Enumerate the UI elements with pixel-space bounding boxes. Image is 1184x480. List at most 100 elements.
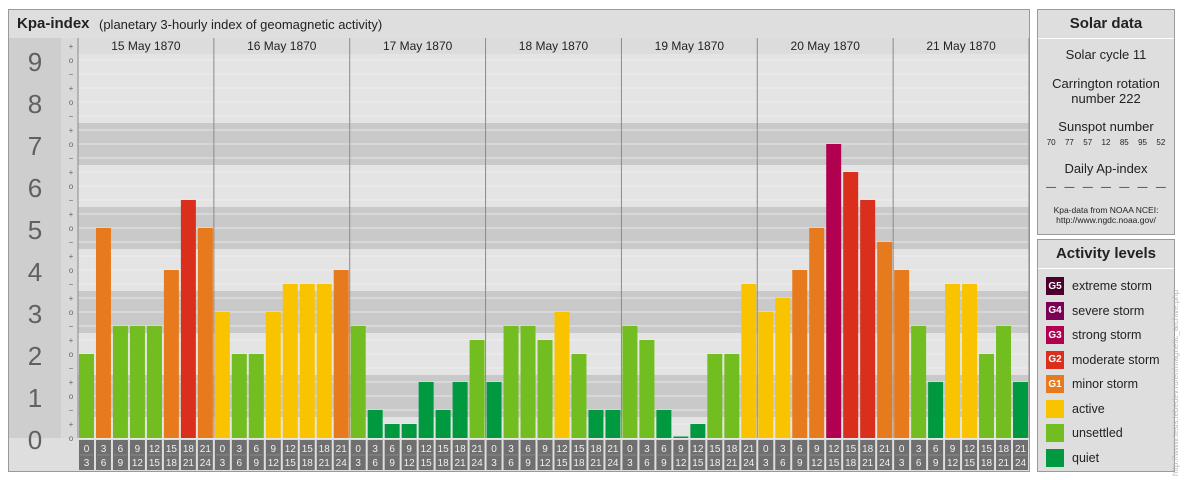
x-tick-label: 3	[101, 444, 107, 455]
x-tick-label: 21	[336, 444, 348, 455]
legend-label: strong storm	[1072, 328, 1142, 343]
x-tick-label: 9	[406, 444, 412, 455]
x-tick-label: 15	[556, 458, 568, 469]
x-tick-label: 18	[862, 444, 874, 455]
x-tick-label: 12	[421, 444, 433, 455]
x-tick-label: 3	[780, 444, 786, 455]
x-tick-label: 24	[472, 458, 484, 469]
x-tick-label: 6	[372, 458, 378, 469]
x-tick-label: 9	[525, 458, 531, 469]
kpa-bar	[197, 228, 213, 438]
sunspot-value: 52	[1156, 138, 1166, 147]
activity-levels-title: Activity levels	[1038, 240, 1174, 269]
x-tick-label: 15	[981, 444, 993, 455]
data-source: Kpa-data from NOAA NCEI: http://www.ngdc…	[1053, 205, 1159, 225]
day-label: 17 May 1870	[383, 39, 453, 53]
y-subtick-label: o	[69, 56, 74, 65]
kpa-bar	[673, 436, 689, 438]
legend-item: G5 extreme storm	[1038, 274, 1174, 299]
x-tick-label: 9	[933, 458, 939, 469]
ap-value: —	[1155, 182, 1166, 193]
x-tick-label: 18	[455, 444, 467, 455]
x-tick-label: 15	[692, 458, 704, 469]
kpa-bar	[622, 325, 638, 438]
x-tick-label: 21	[743, 444, 755, 455]
legend-item: G2 moderate storm	[1038, 348, 1174, 373]
day-label: 19 May 1870	[655, 39, 725, 53]
x-tick-label: 9	[797, 458, 803, 469]
x-tick-label: 15	[149, 458, 161, 469]
y-tick-label: 7	[28, 131, 42, 161]
x-tick-label: 21	[200, 444, 212, 455]
x-tick-label: 0	[899, 444, 905, 455]
y-subtick-label: +	[69, 378, 74, 387]
legend-item: active	[1038, 397, 1174, 422]
kpa-bar	[435, 409, 451, 438]
y-subtick-label: +	[69, 168, 74, 177]
y-tick-label: 3	[28, 299, 42, 329]
y-subtick-label: o	[69, 308, 74, 317]
kpa-bar	[452, 382, 468, 438]
kpa-bar	[333, 270, 349, 438]
kpa-bar	[537, 340, 553, 438]
day-label: 15 May 1870	[111, 39, 181, 53]
x-tick-label: 18	[709, 458, 721, 469]
x-tick-label: 21	[726, 458, 738, 469]
ap-title: Daily Ap-index	[1064, 161, 1148, 176]
y-subtick-label: +	[69, 210, 74, 219]
day-label: 16 May 1870	[247, 39, 317, 53]
y-subtick-label: −	[69, 70, 74, 79]
x-tick-label: 15	[573, 444, 585, 455]
x-tick-label: 0	[763, 444, 769, 455]
kpa-bar	[758, 312, 774, 438]
x-tick-label: 18	[590, 444, 602, 455]
kpa-bar	[112, 325, 128, 438]
kpa-bar	[911, 325, 927, 438]
kpa-bar	[724, 354, 740, 438]
ap-values: — — — — — — —	[1042, 182, 1170, 193]
chart-header: Kpa-index (planetary 3-hourly index of g…	[9, 10, 1029, 38]
x-tick-label: 12	[675, 458, 687, 469]
legend-label: extreme storm	[1072, 279, 1152, 294]
legend-swatch: G2	[1046, 350, 1064, 369]
y-tick-label: 1	[28, 383, 42, 413]
y-subtick-label: o	[69, 140, 74, 149]
y-subtick-label: +	[69, 126, 74, 135]
kpa-bar	[299, 283, 315, 438]
x-tick-label: 9	[678, 444, 684, 455]
y-tick-label: 8	[28, 89, 42, 119]
kpa-bar	[792, 270, 808, 438]
x-tick-label: 3	[237, 444, 243, 455]
x-tick-label: 18	[998, 444, 1010, 455]
ap-value: —	[1119, 182, 1130, 193]
kpa-bar-chart: 0123456789+o+o−+o−+o−+o−+o−+o−+o−+o−+o−1…	[9, 38, 1030, 470]
legend-swatch: G3	[1046, 326, 1064, 345]
legend-label: quiet	[1072, 450, 1100, 465]
kpa-bar	[809, 228, 825, 438]
kpa-bar	[588, 409, 604, 438]
sunspot-value: 85	[1119, 138, 1129, 147]
y-subtick-label: o	[69, 224, 74, 233]
x-tick-label: 24	[743, 458, 755, 469]
x-tick-label: 3	[916, 444, 922, 455]
x-tick-label: 15	[166, 444, 178, 455]
x-tick-label: 3	[491, 458, 497, 469]
kpa-chart-panel: Kpa-index (planetary 3-hourly index of g…	[8, 9, 1030, 472]
kpa-bar	[707, 354, 723, 438]
x-tick-label: 6	[933, 444, 939, 455]
kpa-bar	[95, 228, 111, 438]
sunspot-value: 77	[1064, 138, 1074, 147]
x-tick-label: 9	[135, 444, 141, 455]
ap-value: —	[1064, 182, 1075, 193]
kpa-bar	[146, 325, 162, 438]
y-subtick-label: +	[69, 420, 74, 429]
kpa-bar	[282, 283, 298, 438]
x-tick-label: 24	[607, 458, 619, 469]
x-tick-label: 21	[319, 458, 331, 469]
legend-swatch	[1046, 424, 1064, 443]
kpa-bar	[962, 283, 978, 438]
legend-swatch	[1046, 399, 1064, 418]
x-tick-label: 9	[542, 444, 548, 455]
kpa-bar	[639, 340, 655, 438]
source-credit: http://www.tesis.lebedev.ru/en/magnetic_…	[1171, 289, 1180, 476]
